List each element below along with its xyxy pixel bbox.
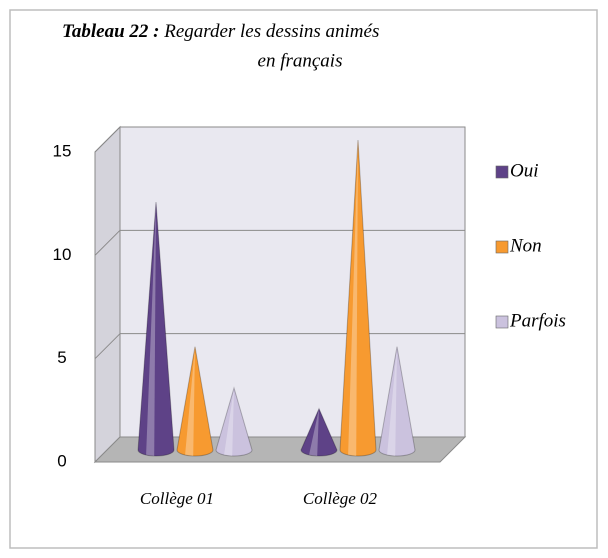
cone-highlight — [309, 408, 319, 456]
chart-title-line2: en français — [258, 50, 343, 71]
legend-label: Non — [509, 235, 542, 256]
x-tick-label: Collège 01 — [140, 489, 214, 508]
side-wall — [94, 125, 121, 464]
cone — [215, 386, 253, 457]
grid-line — [94, 126, 121, 153]
cone — [339, 139, 377, 457]
legend-swatch — [495, 240, 509, 254]
grid-line — [94, 229, 121, 256]
cone-highlight — [224, 388, 234, 456]
title-number: Tableau 22 : — [62, 21, 159, 42]
y-tick-label: 5 — [57, 348, 66, 367]
y-tick-label: 0 — [57, 451, 66, 470]
cone-highlight — [185, 346, 195, 456]
legend-label: Parfois — [509, 310, 566, 331]
chart-title: Tableau 22 : Regarder les dessins animés — [62, 21, 379, 42]
cone-highlight — [146, 202, 156, 456]
cone-highlight — [348, 140, 358, 456]
legend-label: Oui — [510, 160, 539, 181]
legend-swatch — [495, 315, 509, 329]
legend-swatch — [495, 165, 509, 179]
title-text: Regarder les dessins animés — [163, 21, 379, 42]
y-tick-label: 15 — [53, 141, 72, 160]
cone — [300, 407, 338, 457]
x-tick-label: Collège 02 — [303, 489, 378, 508]
grid-line — [94, 333, 121, 360]
y-tick-label: 10 — [53, 245, 72, 264]
cone-highlight — [387, 346, 397, 456]
cone — [137, 201, 175, 457]
back-wall — [119, 126, 466, 438]
cone — [176, 346, 214, 457]
cone — [378, 346, 416, 457]
